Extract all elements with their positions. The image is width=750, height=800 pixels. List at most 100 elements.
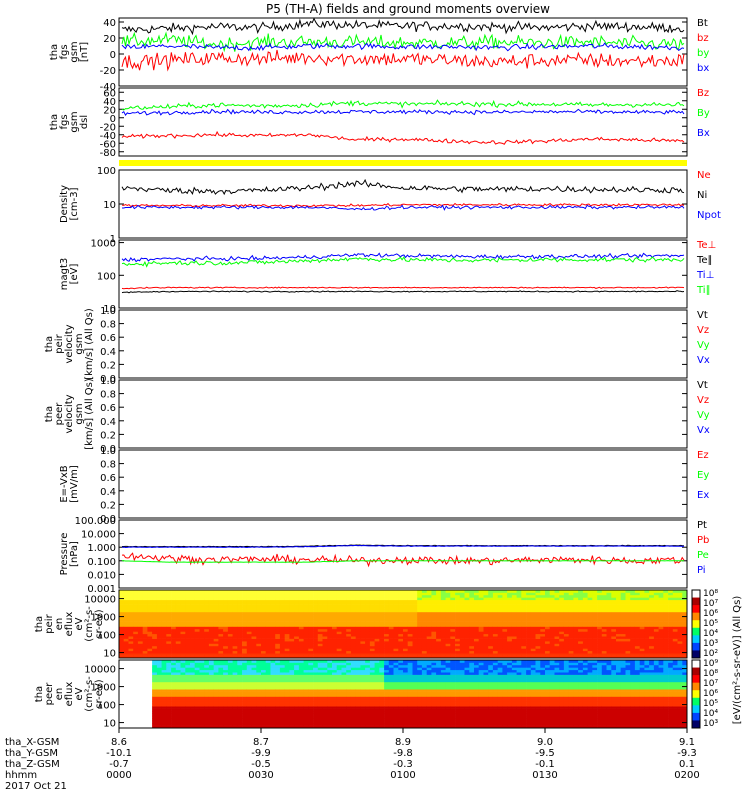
ytick-label: 0.6 bbox=[100, 333, 116, 344]
spectrogram-cell bbox=[563, 641, 569, 644]
spectrogram-cell bbox=[223, 650, 229, 654]
spectrogram-cell bbox=[284, 594, 290, 598]
spectrogram-cell bbox=[507, 643, 513, 647]
spectrogram-cell bbox=[223, 636, 229, 639]
spectrogram-cell bbox=[625, 641, 631, 644]
spectrogram-cells bbox=[119, 590, 688, 659]
spectrogram-cell bbox=[251, 711, 257, 714]
spectrogram-cell bbox=[384, 655, 390, 659]
spectrogram-cell bbox=[152, 655, 158, 659]
spectrogram-cell bbox=[156, 643, 162, 647]
spectrogram-cell bbox=[554, 641, 560, 644]
spectrogram-cell bbox=[322, 667, 328, 671]
spectrogram-cell bbox=[175, 725, 181, 729]
spectrogram-cell bbox=[133, 626, 139, 630]
spectrogram-cell bbox=[455, 597, 461, 601]
spectrogram-cell bbox=[327, 638, 333, 642]
spectrogram-cell bbox=[606, 604, 612, 608]
spectrogram-cell bbox=[185, 648, 191, 652]
spectrogram-cell bbox=[625, 645, 631, 649]
spectrogram-cell bbox=[308, 667, 314, 671]
spectrogram-cell bbox=[682, 614, 688, 618]
spectrogram-cell bbox=[175, 664, 181, 668]
spectrogram-cell bbox=[199, 653, 205, 656]
spectrogram-cell bbox=[625, 638, 631, 642]
spectrogram-cell bbox=[445, 641, 451, 644]
spectrogram-cell bbox=[190, 720, 196, 724]
spectrogram-cell bbox=[554, 650, 560, 654]
spectrogram-cell bbox=[317, 691, 323, 695]
spectrogram-cell bbox=[265, 672, 271, 675]
spectrogram-cell bbox=[426, 643, 432, 647]
spectrogram-cell bbox=[246, 631, 252, 635]
spectrogram-cell bbox=[284, 694, 290, 697]
spectrogram-cell bbox=[355, 602, 361, 605]
spectrogram-cell bbox=[237, 609, 243, 613]
spectrogram-cell bbox=[327, 662, 333, 666]
spectrogram-cell bbox=[341, 655, 347, 659]
spectrogram-cell bbox=[483, 633, 489, 637]
spectrogram-cell bbox=[133, 648, 139, 652]
spectrogram-cell bbox=[284, 686, 290, 690]
spectrogram-cell bbox=[142, 677, 148, 680]
spectrogram-cell bbox=[478, 643, 484, 647]
spectrogram-cell bbox=[279, 655, 285, 659]
spectrogram-cell bbox=[175, 662, 181, 666]
spectrogram-cell bbox=[616, 633, 622, 637]
spectrogram-cell bbox=[355, 655, 361, 659]
spectrogram-cell bbox=[142, 653, 148, 656]
spectrogram-cell bbox=[166, 626, 172, 630]
spectrogram-cell bbox=[289, 621, 295, 625]
spectrogram-cell bbox=[242, 636, 248, 639]
spectrogram-cell bbox=[270, 703, 276, 707]
spectrogram-cell bbox=[213, 701, 219, 705]
spectrogram-cell bbox=[653, 607, 659, 610]
spectrogram-cell bbox=[578, 621, 584, 625]
spectrogram-cell bbox=[668, 633, 674, 637]
spectrogram-cell bbox=[336, 653, 342, 656]
spectrogram-cell bbox=[261, 684, 267, 688]
spectrogram-cell bbox=[322, 609, 328, 613]
spectrogram-cell bbox=[668, 621, 674, 625]
spectrogram-cell bbox=[161, 681, 167, 685]
spectrogram-cell bbox=[578, 607, 584, 610]
spectrogram-cell bbox=[516, 645, 522, 649]
spectrogram-cell bbox=[573, 626, 579, 630]
spectrogram-cell bbox=[251, 594, 257, 598]
spectrogram-cell bbox=[246, 653, 252, 656]
spectrogram-cell bbox=[507, 628, 513, 632]
spectrogram-cell bbox=[639, 602, 645, 605]
spectrogram-cell bbox=[611, 594, 617, 598]
spectrogram-cell bbox=[303, 638, 309, 642]
spectrogram-cell bbox=[128, 643, 134, 647]
spectrogram-cell bbox=[171, 691, 177, 695]
spectrogram-cell bbox=[265, 708, 271, 712]
spectrogram-cell bbox=[213, 628, 219, 632]
spectrogram-cell bbox=[270, 592, 276, 596]
spectrogram-cell bbox=[279, 645, 285, 649]
spectrogram-cell bbox=[601, 597, 607, 601]
spectrogram-cell bbox=[317, 602, 323, 605]
spectrogram-cell bbox=[161, 686, 167, 690]
spectrogram-cell bbox=[365, 616, 371, 620]
spectrogram-cell bbox=[578, 650, 584, 654]
spectrogram-cell bbox=[275, 645, 281, 649]
spectrogram-cell bbox=[223, 609, 229, 613]
spectrogram-cell bbox=[365, 633, 371, 637]
spectrogram-cell bbox=[246, 674, 252, 678]
spectrogram-cell bbox=[355, 607, 361, 610]
spectrogram-cell bbox=[516, 599, 522, 603]
spectrogram-cell bbox=[265, 604, 271, 608]
spectrogram-cell bbox=[668, 643, 674, 647]
spectrogram-cell bbox=[152, 660, 158, 663]
spectrogram-cell bbox=[601, 643, 607, 647]
spectrogram-cell bbox=[232, 713, 238, 717]
spectrogram-cell bbox=[478, 619, 484, 622]
spectrogram-cell bbox=[653, 614, 659, 618]
spectrogram-cell bbox=[346, 616, 352, 620]
spectrogram-cell bbox=[298, 609, 304, 613]
series-line-Te⊥ bbox=[121, 286, 685, 290]
spectrogram-cell bbox=[597, 614, 603, 618]
spectrogram-cell bbox=[261, 664, 267, 668]
spectrogram-cell bbox=[180, 703, 186, 707]
